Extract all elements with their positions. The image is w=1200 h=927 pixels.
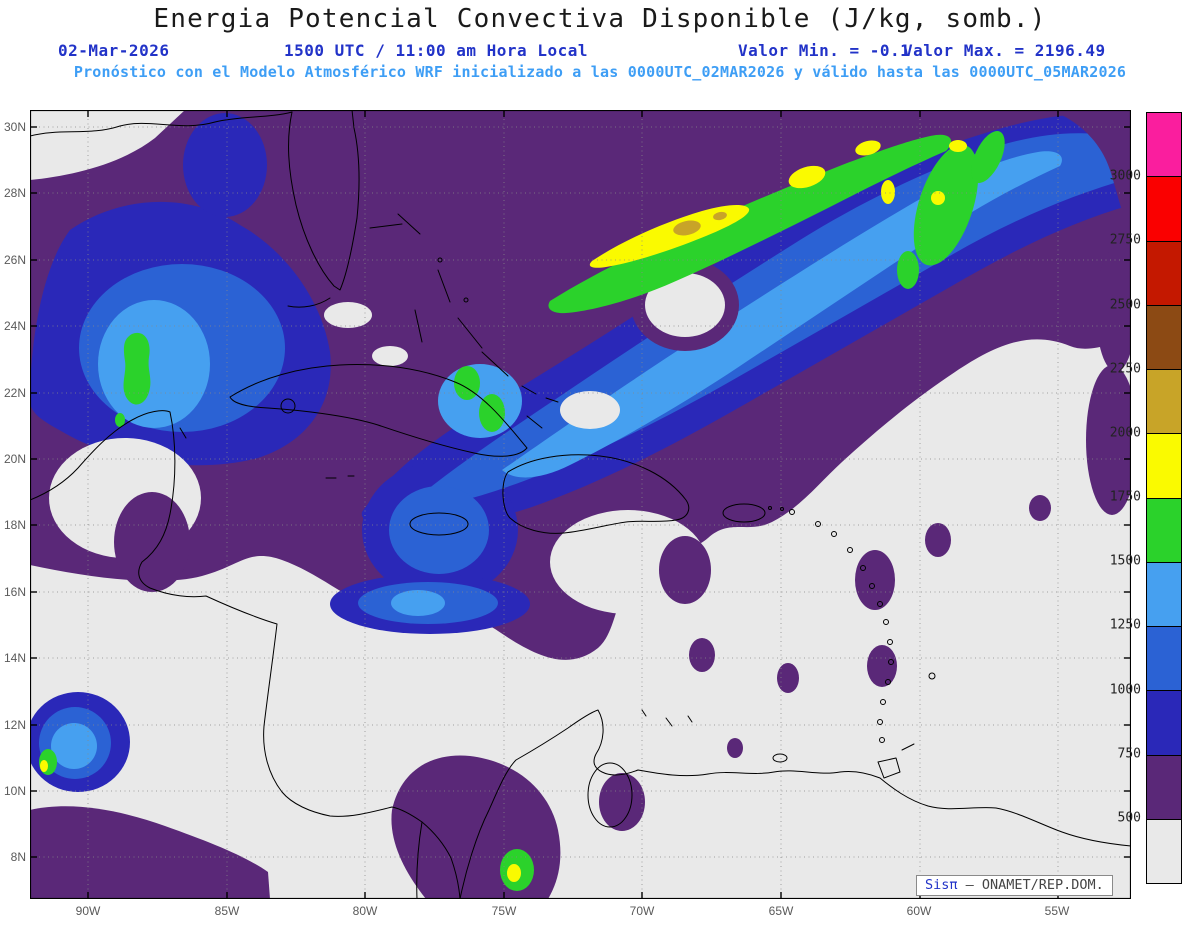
- lon-tick-label: 70W: [629, 904, 655, 918]
- min-value-label: Valor Min. = -0.1: [738, 41, 911, 60]
- lat-tick-label: 22N: [3, 386, 26, 400]
- forecast-date: 02-Mar-2026: [58, 41, 170, 60]
- model-init-line: Pronóstico con el Modelo Atmosférico WRF…: [73, 63, 1127, 81]
- colorbar-segment: [1147, 113, 1181, 178]
- colorbar: [1146, 112, 1182, 884]
- lat-tick-label: 12N: [3, 718, 26, 732]
- colorbar-tick-label: 2500: [1109, 297, 1141, 313]
- colorbar-segment: [1147, 755, 1181, 820]
- colorbar-segment: [1147, 177, 1181, 242]
- lon-tick-label: 85W: [214, 904, 240, 918]
- lat-tick-label: 14N: [3, 651, 26, 665]
- lat-tick-label: 10N: [3, 784, 26, 798]
- colorbar-segment: [1147, 691, 1181, 756]
- colorbar-tick-label: 750: [1117, 746, 1141, 762]
- lat-tick-label: 26N: [3, 253, 26, 267]
- colorbar-tick-label: 1000: [1109, 682, 1141, 698]
- lat-tick-label: 20N: [3, 452, 26, 466]
- lon-tick-label: 80W: [352, 904, 378, 918]
- colorbar-segment: [1147, 241, 1181, 306]
- credit-badge: Sisπ – ONAMET/REP.DOM.: [916, 875, 1113, 896]
- lat-tick-label: 18N: [3, 518, 26, 532]
- lat-tick-label: 24N: [3, 319, 26, 333]
- map-frame: [30, 110, 1131, 899]
- colorbar-tick-label: 500: [1117, 810, 1141, 826]
- lon-tick-label: 65W: [768, 904, 794, 918]
- coastlines-layer: [30, 110, 1131, 899]
- colorbar-tick-label: 3000: [1109, 168, 1141, 184]
- gridlines-layer: [30, 110, 1131, 899]
- credit-brand: Sisπ: [925, 877, 958, 893]
- lat-tick-label: 30N: [3, 120, 26, 134]
- credit-text: – ONAMET/REP.DOM.: [957, 877, 1104, 893]
- lat-tick-label: 8N: [10, 850, 26, 864]
- colorbar-tick-label: 1250: [1109, 617, 1141, 633]
- lat-tick-label: 28N: [3, 186, 26, 200]
- colorbar-tick-label: 2750: [1109, 232, 1141, 248]
- colorbar-segment: [1147, 434, 1181, 499]
- colorbar-segment: [1147, 498, 1181, 563]
- colorbar-segment: [1147, 627, 1181, 692]
- cape-map-canvas: [30, 110, 1131, 899]
- lon-tick-label: 55W: [1044, 904, 1070, 918]
- page-title: Energia Potencial Convectiva Disponible …: [153, 4, 1047, 34]
- lon-tick-label: 75W: [491, 904, 517, 918]
- field-layer: [30, 110, 1131, 899]
- colorbar-tick-label: 1750: [1109, 489, 1141, 505]
- colorbar-segment: [1147, 819, 1181, 883]
- forecast-valid-time: 1500 UTC / 11:00 am Hora Local: [284, 41, 588, 60]
- colorbar-tick-label: 2250: [1109, 361, 1141, 377]
- colorbar-segment: [1147, 562, 1181, 627]
- lon-tick-label: 90W: [75, 904, 101, 918]
- lat-tick-label: 16N: [3, 585, 26, 599]
- colorbar-segment: [1147, 305, 1181, 370]
- colorbar-segment: [1147, 370, 1181, 435]
- colorbar-tick-label: 1500: [1109, 553, 1141, 569]
- lon-tick-label: 60W: [906, 904, 932, 918]
- colorbar-tick-label: 2000: [1109, 425, 1141, 441]
- max-value-label: Valor Max. = 2196.49: [903, 41, 1106, 60]
